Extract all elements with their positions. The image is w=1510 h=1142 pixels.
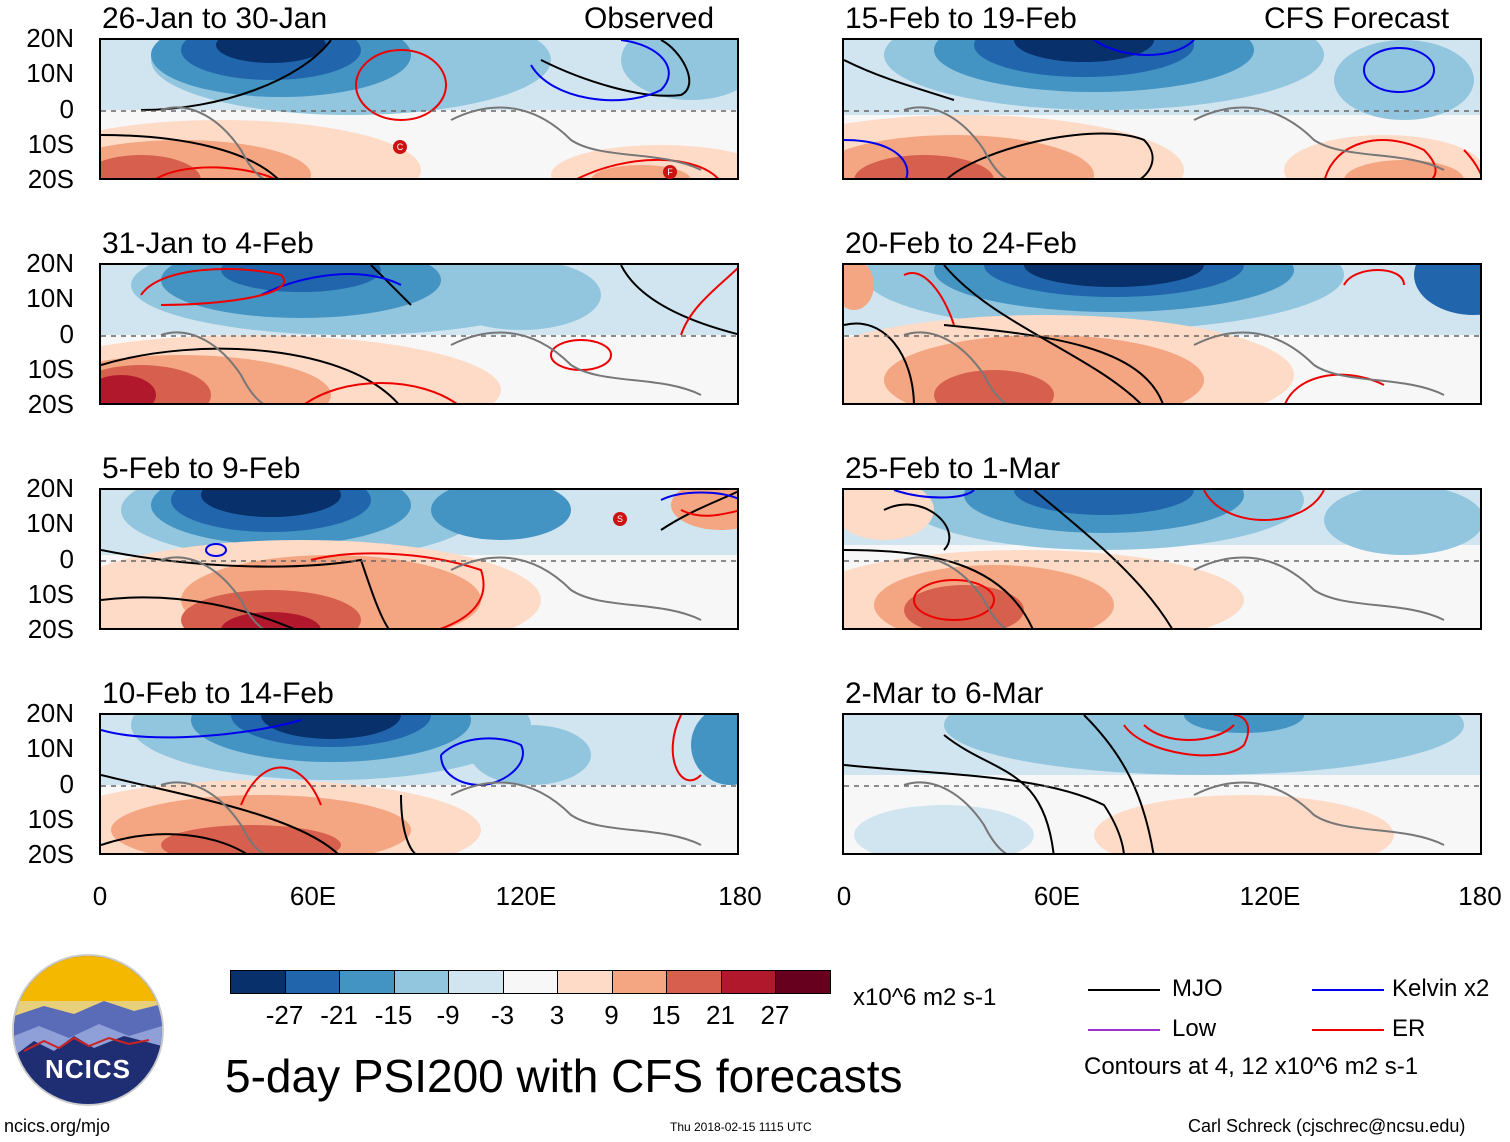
panel-tag-cfs-forecast: CFS Forecast — [1264, 2, 1450, 35]
lat-label: 10S — [27, 354, 74, 384]
legend-line-kelvin — [1312, 989, 1384, 991]
ncics-logo: NCICS — [12, 954, 164, 1106]
colorbar-label: -21 — [320, 1000, 358, 1030]
colorbar-label: 9 — [604, 1000, 619, 1030]
map-field — [844, 490, 1480, 628]
lat-label: 20N — [26, 698, 74, 728]
panel-title-7: 10-Feb to 14-Feb — [102, 677, 334, 710]
footer-author: Carl Schreck (cjschrec@ncsu.edu) — [1188, 1116, 1466, 1136]
lat-label: 10S — [27, 804, 74, 834]
map-panel-8 — [842, 713, 1482, 855]
lat-label: 20S — [27, 389, 74, 419]
lat-label: 0 — [59, 769, 74, 799]
lat-label: 20S — [27, 614, 74, 644]
lat-label: 10N — [26, 508, 74, 538]
panel-title-3: 31-Jan to 4-Feb — [102, 227, 314, 260]
lat-label: 10S — [27, 579, 74, 609]
lon-label: 180 — [1458, 881, 1502, 911]
colorbar-cell — [502, 970, 558, 994]
panel-title-1: 26-Jan to 30-Jan — [102, 2, 328, 35]
colorbar-label: -27 — [265, 1000, 304, 1030]
colorbar-label: 21 — [706, 1000, 735, 1030]
map-panel-6 — [842, 488, 1482, 630]
footer-timestamp: Thu 2018-02-15 1115 UTC — [670, 1120, 812, 1134]
lon-label: 120E — [495, 881, 557, 911]
colorbar-cell — [339, 970, 395, 994]
colorbar-cell — [720, 970, 776, 994]
colorbar-cell — [448, 970, 504, 994]
lat-label: 20S — [27, 839, 74, 869]
logo-text: NCICS — [45, 1054, 131, 1084]
lat-label: 10N — [26, 58, 74, 88]
map-panel-5 — [99, 488, 739, 630]
map-field — [844, 40, 1480, 178]
colorbar-cell — [284, 970, 340, 994]
panel-title-8: 2-Mar to 6-Mar — [845, 677, 1044, 710]
colorbar-label: -9 — [436, 1000, 460, 1030]
lon-label: 120E — [1239, 881, 1301, 911]
lon-label: 60E — [1033, 881, 1081, 911]
legend-label-mjo: MJO — [1172, 975, 1223, 1002]
panel-title-4: 20-Feb to 24-Feb — [845, 227, 1077, 260]
colorbar-cell — [775, 970, 831, 994]
colorbar-units: x10^6 m2 s-1 — [853, 984, 997, 1011]
colorbar-cell — [393, 970, 449, 994]
map-field — [844, 265, 1480, 403]
map-panel-3 — [99, 263, 739, 405]
contour-note: Contours at 4, 12 x10^6 m2 s-1 — [1084, 1053, 1419, 1080]
lon-label: 0 — [836, 881, 852, 911]
map-field — [101, 715, 737, 853]
colorbar-cell — [666, 970, 722, 994]
lat-label: 0 — [59, 319, 74, 349]
footer-url[interactable]: ncics.org/mjo — [4, 1116, 111, 1136]
legend-label-er: ER — [1392, 1015, 1426, 1042]
map-field — [101, 40, 737, 178]
mountain-sunset-icon — [14, 956, 162, 1104]
map-panel-2 — [842, 38, 1482, 180]
panel-tag-observed: Observed — [584, 2, 715, 35]
map-field — [101, 490, 737, 628]
panel-title-5: 5-Feb to 9-Feb — [102, 452, 301, 485]
colorbar-label: -15 — [374, 1000, 413, 1030]
legend-label-low: Low — [1172, 1015, 1217, 1042]
colorbar-label: 3 — [549, 1000, 565, 1030]
legend-line-mjo — [1088, 989, 1160, 991]
lat-label: 20N — [26, 248, 74, 278]
colorbar-label: -3 — [490, 1000, 515, 1030]
storm-marker-s: S — [613, 512, 627, 526]
map-panel-7 — [99, 713, 739, 855]
lon-label: 180 — [718, 881, 762, 911]
panel-title-6: 25-Feb to 1-Mar — [845, 452, 1061, 485]
colorbar-cell — [230, 970, 286, 994]
lat-label: 10N — [26, 283, 74, 313]
map-field — [101, 265, 737, 403]
colorbar-label: 27 — [760, 1000, 790, 1030]
lon-label: 60E — [289, 881, 337, 911]
lon-label: 0 — [92, 881, 108, 911]
legend-label-kelvin: Kelvin x2 — [1392, 975, 1490, 1002]
colorbar-cell — [611, 970, 667, 994]
main-title: 5-day PSI200 with CFS forecasts — [225, 1050, 903, 1102]
lat-label: 0 — [59, 544, 74, 574]
lat-label: 10S — [27, 129, 74, 159]
panel-title-2: 15-Feb to 19-Feb — [845, 2, 1077, 35]
map-field — [844, 715, 1480, 853]
map-panel-1 — [99, 38, 739, 180]
colorbar-cell — [557, 970, 613, 994]
lat-label: 20S — [27, 164, 74, 194]
colorbar-label: 15 — [651, 1000, 681, 1030]
lat-label: 20N — [26, 473, 74, 503]
storm-marker-c: C — [393, 140, 407, 154]
lat-label: 0 — [59, 94, 74, 124]
legend-line-low — [1088, 1029, 1160, 1031]
map-panel-4 — [842, 263, 1482, 405]
lat-label: 20N — [26, 23, 74, 53]
storm-marker-f: F — [663, 165, 677, 179]
legend-line-er — [1312, 1029, 1384, 1031]
lat-label: 10N — [26, 733, 74, 763]
